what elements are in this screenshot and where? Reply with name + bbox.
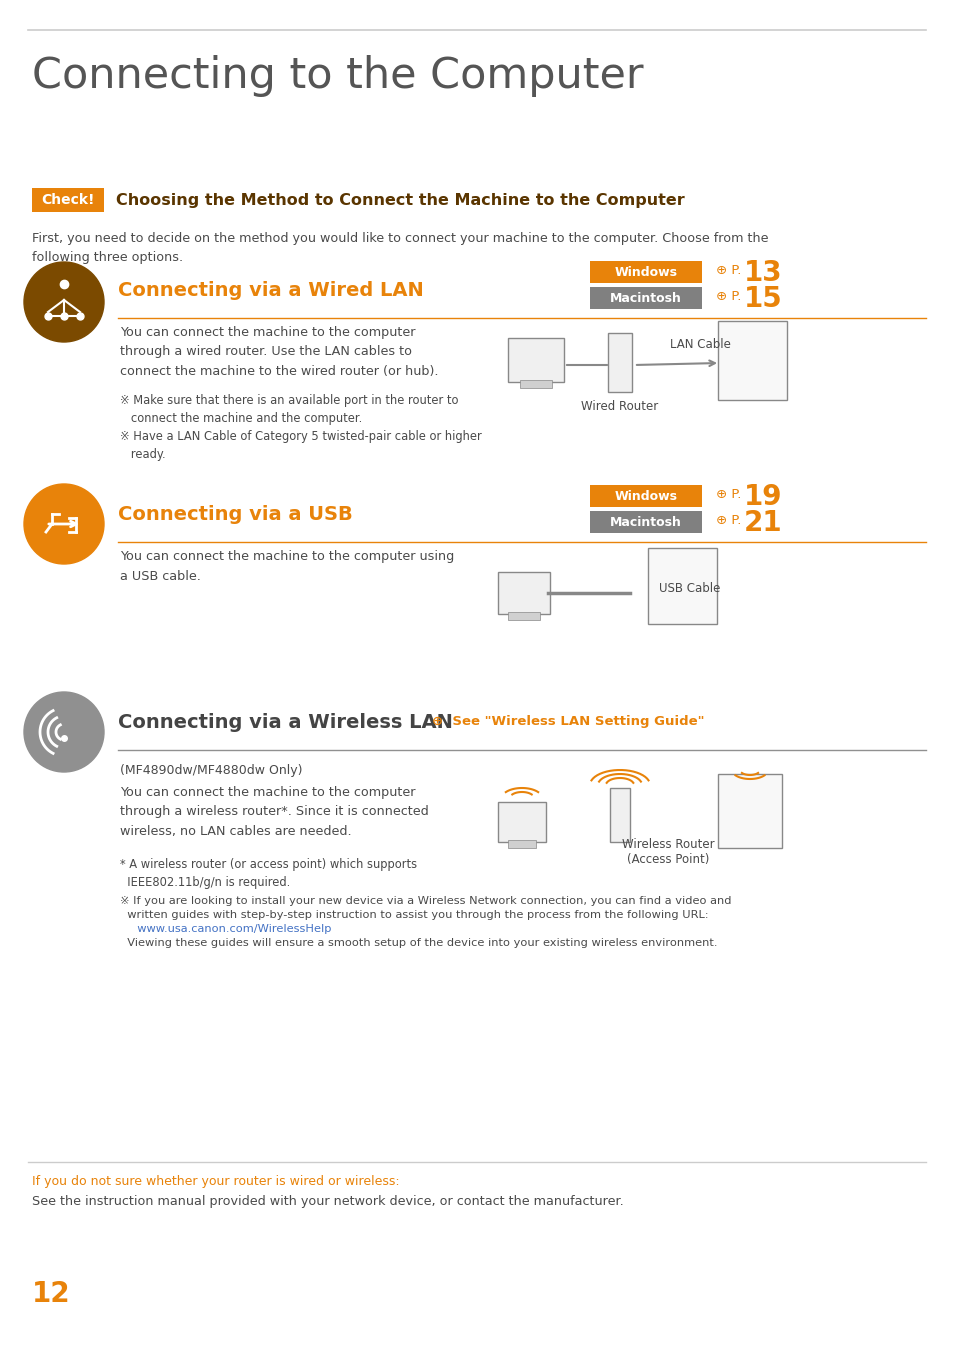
Text: USB Cable: USB Cable xyxy=(659,582,720,595)
Text: ※ Make sure that there is an available port in the router to
   connect the mach: ※ Make sure that there is an available p… xyxy=(120,394,458,425)
FancyBboxPatch shape xyxy=(718,321,786,400)
FancyBboxPatch shape xyxy=(589,512,701,533)
Text: Choosing the Method to Connect the Machine to the Computer: Choosing the Method to Connect the Machi… xyxy=(116,193,684,208)
Circle shape xyxy=(24,485,104,564)
Text: ⊕ P.: ⊕ P. xyxy=(716,290,740,304)
Text: ⊕ P.: ⊕ P. xyxy=(716,489,740,501)
FancyBboxPatch shape xyxy=(589,288,701,309)
Text: 13: 13 xyxy=(743,259,781,288)
FancyBboxPatch shape xyxy=(609,788,629,842)
Text: Windows: Windows xyxy=(614,266,677,278)
Text: Connecting via a Wireless LAN: Connecting via a Wireless LAN xyxy=(118,713,453,732)
Text: Macintosh: Macintosh xyxy=(609,516,681,528)
FancyBboxPatch shape xyxy=(718,774,781,848)
FancyBboxPatch shape xyxy=(607,333,631,391)
FancyBboxPatch shape xyxy=(497,802,545,842)
FancyBboxPatch shape xyxy=(32,188,104,212)
Text: Check!: Check! xyxy=(41,193,94,207)
Text: You can connect the machine to the computer using
a USB cable.: You can connect the machine to the compu… xyxy=(120,549,454,582)
Text: If you do not sure whether your router is wired or wireless:: If you do not sure whether your router i… xyxy=(32,1174,399,1188)
Text: Connecting to the Computer: Connecting to the Computer xyxy=(32,55,643,97)
Text: LAN Cable: LAN Cable xyxy=(669,338,730,351)
Text: Wireless Router: Wireless Router xyxy=(621,838,714,850)
FancyBboxPatch shape xyxy=(647,548,717,624)
FancyBboxPatch shape xyxy=(507,612,539,620)
Text: Connecting via a USB: Connecting via a USB xyxy=(118,505,353,524)
Text: (Access Point): (Access Point) xyxy=(626,853,708,865)
Text: First, you need to decide on the method you would like to connect your machine t: First, you need to decide on the method … xyxy=(32,232,768,265)
FancyBboxPatch shape xyxy=(507,840,536,848)
FancyBboxPatch shape xyxy=(497,572,550,614)
Text: You can connect the machine to the computer
through a wired router. Use the LAN : You can connect the machine to the compu… xyxy=(120,325,438,378)
Text: Viewing these guides will ensure a smooth setup of the device into your existing: Viewing these guides will ensure a smoot… xyxy=(120,938,717,948)
Text: ※ Have a LAN Cable of Category 5 twisted-pair cable or higher
   ready.: ※ Have a LAN Cable of Category 5 twisted… xyxy=(120,431,481,460)
Text: 12: 12 xyxy=(32,1280,71,1308)
Text: www.usa.canon.com/WirelessHelp: www.usa.canon.com/WirelessHelp xyxy=(130,923,331,934)
Text: ※ If you are looking to install your new device via a Wireless Network connectio: ※ If you are looking to install your new… xyxy=(120,896,731,906)
FancyBboxPatch shape xyxy=(589,261,701,284)
Text: 21: 21 xyxy=(743,509,781,537)
Text: ⊕ P.: ⊕ P. xyxy=(716,514,740,528)
Text: Wired Router: Wired Router xyxy=(580,400,658,413)
Text: * A wireless router (or access point) which supports
  IEEE802.11b/g/n is requir: * A wireless router (or access point) wh… xyxy=(120,859,416,890)
Text: (MF4890dw/MF4880dw Only): (MF4890dw/MF4880dw Only) xyxy=(120,764,302,778)
Text: 19: 19 xyxy=(743,483,781,512)
Text: ⊕  See "Wireless LAN Setting Guide": ⊕ See "Wireless LAN Setting Guide" xyxy=(432,716,703,729)
Text: Windows: Windows xyxy=(614,490,677,502)
Text: You can connect the machine to the computer
through a wireless router*. Since it: You can connect the machine to the compu… xyxy=(120,786,428,838)
FancyBboxPatch shape xyxy=(519,379,552,387)
Text: 15: 15 xyxy=(743,285,781,313)
FancyBboxPatch shape xyxy=(589,485,701,508)
Text: written guides with step-by-step instruction to assist you through the process f: written guides with step-by-step instruc… xyxy=(120,910,708,919)
Text: Connecting via a Wired LAN: Connecting via a Wired LAN xyxy=(118,281,423,300)
Circle shape xyxy=(24,262,104,342)
Circle shape xyxy=(24,693,104,772)
Text: Macintosh: Macintosh xyxy=(609,292,681,305)
Text: See the instruction manual provided with your network device, or contact the man: See the instruction manual provided with… xyxy=(32,1195,623,1208)
Text: ⊕ P.: ⊕ P. xyxy=(716,265,740,278)
FancyBboxPatch shape xyxy=(507,338,563,382)
